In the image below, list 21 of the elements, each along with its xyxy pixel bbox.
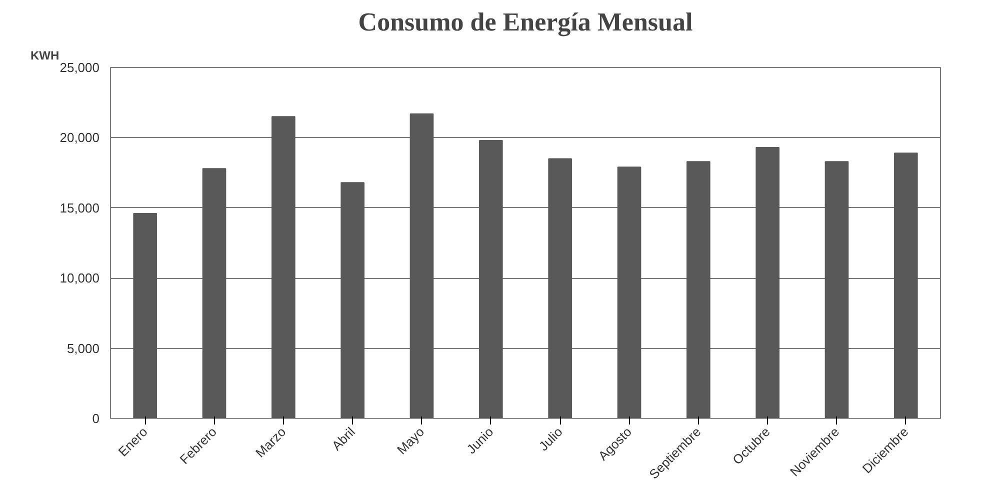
y-tick-label: 10,000 xyxy=(60,270,100,286)
y-tick-label: 15,000 xyxy=(60,200,100,216)
bar xyxy=(756,147,780,418)
y-tick-label: 20,000 xyxy=(60,130,100,146)
bar xyxy=(548,158,572,418)
bar xyxy=(133,213,157,418)
y-tick-label: 0 xyxy=(92,411,100,426)
bar xyxy=(272,116,296,418)
bar xyxy=(479,140,503,418)
bar xyxy=(202,168,226,418)
bar xyxy=(617,166,642,418)
chart-title: Consumo de Energía Mensual xyxy=(358,8,693,36)
bar xyxy=(686,161,710,418)
bar xyxy=(340,182,364,418)
bar xyxy=(410,113,434,418)
y-tick-label: 5,000 xyxy=(66,340,100,356)
y-tick-label: 25,000 xyxy=(60,60,100,75)
x-tick-label: Julio xyxy=(536,424,566,454)
bar xyxy=(824,161,849,418)
y-axis-title: KWH xyxy=(30,48,60,62)
bar xyxy=(894,152,918,418)
